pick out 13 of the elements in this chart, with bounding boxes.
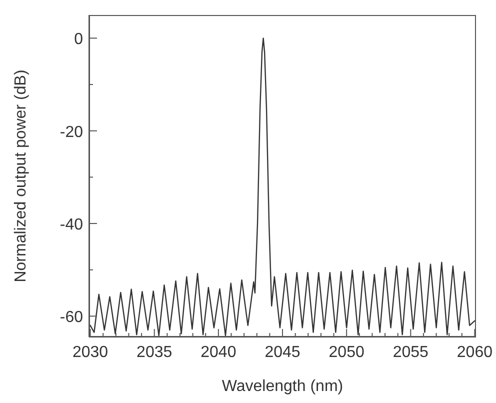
x-tick-label: 2035: [136, 344, 172, 361]
y-tick-label: -60: [60, 309, 84, 326]
y-tick-label: -20: [60, 124, 84, 141]
x-axis-title: Wavelength (nm): [222, 378, 344, 395]
y-tick-label: 0: [74, 31, 84, 48]
x-tick-label: 2055: [392, 344, 429, 361]
x-tick-label: 2045: [264, 344, 300, 361]
x-tick-label: 2050: [328, 344, 364, 361]
x-tick-label: 2030: [72, 344, 108, 361]
x-tick-label: 2060: [456, 344, 493, 361]
y-axis-title: Normalized output power (dB): [12, 70, 30, 282]
x-tick-label: 2040: [200, 344, 236, 361]
y-tick-label: -40: [60, 216, 84, 234]
